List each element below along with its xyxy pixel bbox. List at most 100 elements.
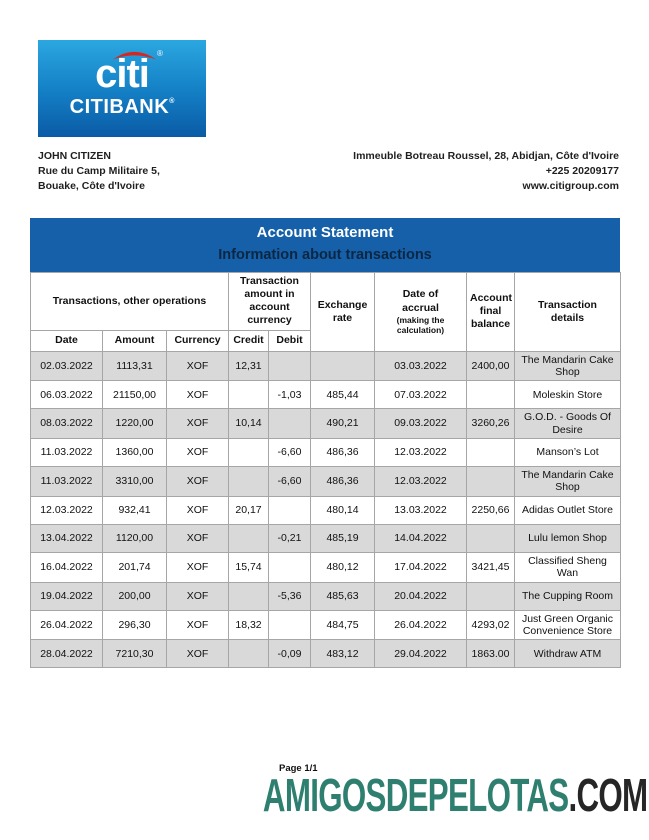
table-row: 13.04.2022 1120,00 XOF -0,21 485,19 14.04.202…	[30, 523, 621, 553]
header-debit: Debit	[268, 329, 311, 352]
citibank-wordmark: CITIBANK®	[38, 97, 206, 117]
table-row: 08.03.2022 1220,00 XOF 10,14 490,21 09.03.202…	[30, 408, 621, 439]
cell-exchange-rate: 484,75	[310, 609, 375, 641]
cell-exchange-rate: 480,12	[310, 551, 375, 583]
cell-credit: 15,74	[228, 551, 269, 583]
cell-accrual-date: 12.03.2022	[374, 438, 467, 467]
cell-details: The Cupping Room	[514, 581, 621, 611]
registered-mark-icon: ®	[156, 49, 163, 58]
cell-credit	[228, 581, 269, 611]
cell-currency: XOF	[166, 581, 229, 611]
cell-balance: 1863.00	[466, 639, 515, 669]
cell-accrual-date: 07.03.2022	[374, 380, 467, 410]
header-date-of-accrual-note: (making the calculation)	[396, 314, 445, 335]
cell-credit: 18,32	[228, 609, 269, 641]
customer-address-line2: Bouake, Côte d'Ivoire	[38, 180, 145, 192]
header-exchange-rate: Exchange rate	[310, 272, 375, 352]
citibank-logo: citi ® CITIBANK®	[38, 40, 206, 137]
cell-debit: -6,60	[268, 438, 311, 467]
cell-balance	[466, 380, 515, 410]
cell-currency: XOF	[166, 609, 229, 641]
cell-accrual-date: 14.04.2022	[374, 523, 467, 553]
cell-details: Just Green Organic Convenience Store	[514, 609, 621, 641]
cell-debit	[268, 350, 311, 382]
cell-date: 28.04.2022	[30, 639, 103, 669]
header-credit: Credit	[228, 329, 269, 352]
cell-balance: 2400,00	[466, 350, 515, 382]
cell-amount: 1360,00	[102, 438, 167, 467]
cell-date: 08.03.2022	[30, 408, 103, 439]
cell-accrual-date: 29.04.2022	[374, 639, 467, 669]
citi-red-arc-icon	[112, 51, 157, 60]
header-date-of-accrual-title: Date of accrual	[402, 288, 439, 314]
header-amount: Amount	[102, 329, 167, 352]
cell-exchange-rate	[310, 350, 375, 382]
bank-address: Immeuble Botreau Roussel, 28, Abidjan, C…	[353, 150, 619, 162]
cell-accrual-date: 13.03.2022	[374, 495, 467, 525]
cell-credit: 10,14	[228, 408, 269, 439]
cell-amount: 1113,31	[102, 350, 167, 382]
cell-balance: 4293,02	[466, 609, 515, 641]
cell-balance: 3260,26	[466, 408, 515, 439]
cell-currency: XOF	[166, 350, 229, 382]
cell-credit	[228, 639, 269, 669]
cell-debit	[268, 495, 311, 525]
cell-date: 11.03.2022	[30, 466, 103, 497]
page-number: Page 1/1	[279, 763, 318, 774]
cell-balance	[466, 466, 515, 497]
cell-balance	[466, 581, 515, 611]
cell-amount: 7210,30	[102, 639, 167, 669]
cell-credit	[228, 523, 269, 553]
cell-exchange-rate: 486,36	[310, 438, 375, 467]
cell-currency: XOF	[166, 408, 229, 439]
cell-currency: XOF	[166, 523, 229, 553]
citi-wordmark-text: citi	[95, 52, 150, 96]
cell-date: 11.03.2022	[30, 438, 103, 467]
cell-balance: 2250,66	[466, 495, 515, 525]
table-row: 11.03.2022 1360,00 XOF -6,60 486,36 12.03.202…	[30, 438, 621, 467]
statement-title: Account Statement	[256, 224, 394, 241]
watermark-tld: .COM	[568, 769, 648, 821]
cell-date: 13.04.2022	[30, 523, 103, 553]
table-row: 16.04.2022 201,74 XOF 15,74 480,12 17.04.2022…	[30, 551, 621, 583]
cell-date: 06.03.2022	[30, 380, 103, 410]
header-currency: Currency	[166, 329, 229, 352]
cell-credit: 12,31	[228, 350, 269, 382]
cell-accrual-date: 26.04.2022	[374, 609, 467, 641]
cell-debit: -5,36	[268, 581, 311, 611]
cell-balance: 3421,45	[466, 551, 515, 583]
bank-phone: +225 20209177	[545, 165, 619, 177]
cell-exchange-rate: 485,63	[310, 581, 375, 611]
watermark-logo: AMIGOSDEPELOTAS.COM	[262, 769, 648, 821]
cell-debit: -6,60	[268, 466, 311, 497]
cell-debit	[268, 609, 311, 641]
cell-details: Manson’s Lot	[514, 438, 621, 467]
cell-accrual-date: 03.03.2022	[374, 350, 467, 382]
cell-details: Withdraw ATM	[514, 639, 621, 669]
watermark-name: AMIGOSDEPELOTAS	[262, 769, 569, 821]
table-row: 12.03.2022 932,41 XOF 20,17 480,14 13.03.2022…	[30, 495, 621, 525]
cell-credit	[228, 380, 269, 410]
cell-accrual-date: 17.04.2022	[374, 551, 467, 583]
citibank-wordmark-text: CITIBANK	[69, 96, 170, 118]
cell-debit	[268, 551, 311, 583]
cell-details: G.O.D. - Goods Of Desire	[514, 408, 621, 439]
cell-amount: 201,74	[102, 551, 167, 583]
cell-date: 19.04.2022	[30, 581, 103, 611]
cell-credit: 20,17	[228, 495, 269, 525]
header-date: Date	[30, 329, 103, 352]
table-row: 19.04.2022 200,00 XOF -5,36 485,63 20.04.2022…	[30, 581, 621, 611]
cell-balance	[466, 438, 515, 467]
cell-credit	[228, 466, 269, 497]
cell-accrual-date: 20.04.2022	[374, 581, 467, 611]
table-row: 02.03.2022 1113,31 XOF 12,31 03.03.2022 2400,…	[30, 350, 621, 382]
cell-accrual-date: 12.03.2022	[374, 466, 467, 497]
cell-details: Moleskin Store	[514, 380, 621, 410]
cell-exchange-rate: 490,21	[310, 408, 375, 439]
cell-currency: XOF	[166, 380, 229, 410]
table-row: 26.04.2022 296,30 XOF 18,32 484,75 26.04.2022…	[30, 609, 621, 641]
cell-date: 26.04.2022	[30, 609, 103, 641]
cell-amount: 296,30	[102, 609, 167, 641]
cell-details: Adidas Outlet Store	[514, 495, 621, 525]
header-transaction-details-title: Transaction details	[538, 298, 597, 324]
